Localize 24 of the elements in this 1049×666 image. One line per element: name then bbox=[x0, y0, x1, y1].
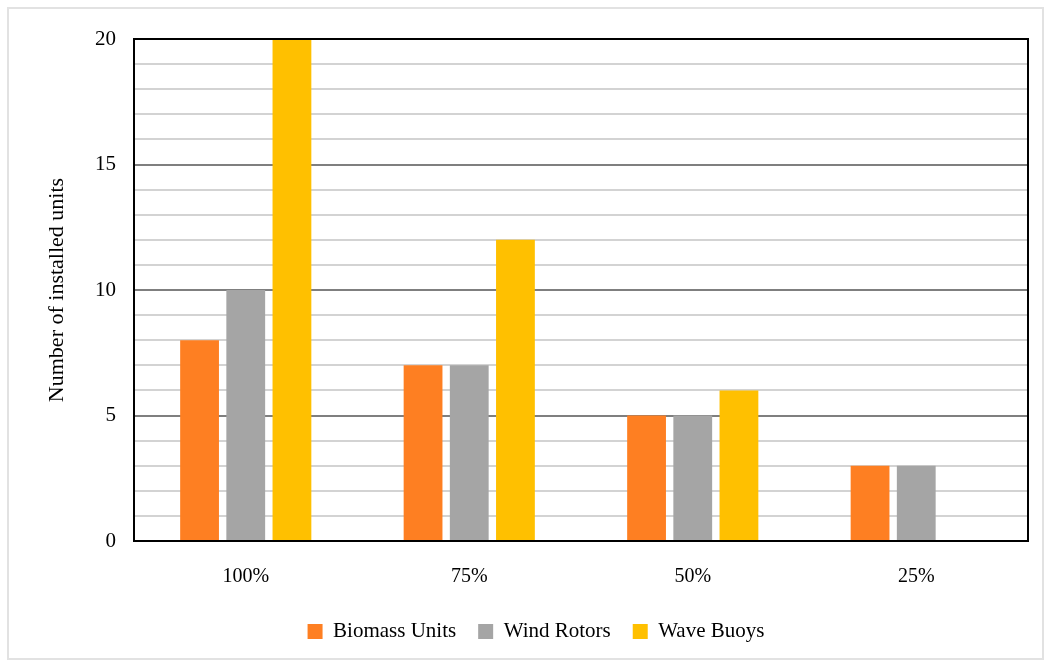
legend-label: Biomass Units bbox=[333, 618, 457, 643]
bar bbox=[627, 415, 666, 540]
y-axis-title: Number of installed units bbox=[42, 177, 68, 403]
legend-label: Wind Rotors bbox=[503, 618, 611, 643]
bar bbox=[719, 390, 759, 540]
y-tick-label: 5 bbox=[105, 402, 116, 427]
bar bbox=[850, 465, 890, 540]
x-tick-label: 75% bbox=[450, 564, 488, 587]
bar bbox=[896, 465, 936, 540]
y-tick-label: 15 bbox=[95, 151, 116, 176]
bar bbox=[226, 290, 266, 540]
x-tick-label: 25% bbox=[897, 564, 935, 587]
bar bbox=[180, 340, 219, 540]
x-tick-label: 50% bbox=[674, 564, 712, 587]
bar bbox=[496, 239, 535, 540]
bar bbox=[449, 365, 489, 540]
legend-label: Wave Buoys bbox=[658, 618, 765, 643]
bar bbox=[673, 415, 713, 540]
x-tick-label: 100% bbox=[222, 564, 270, 587]
bar bbox=[403, 365, 443, 540]
bar bbox=[272, 39, 312, 540]
y-tick-label: 10 bbox=[95, 276, 116, 301]
y-tick-label: 0 bbox=[105, 527, 116, 552]
y-tick-label: 20 bbox=[95, 25, 116, 50]
